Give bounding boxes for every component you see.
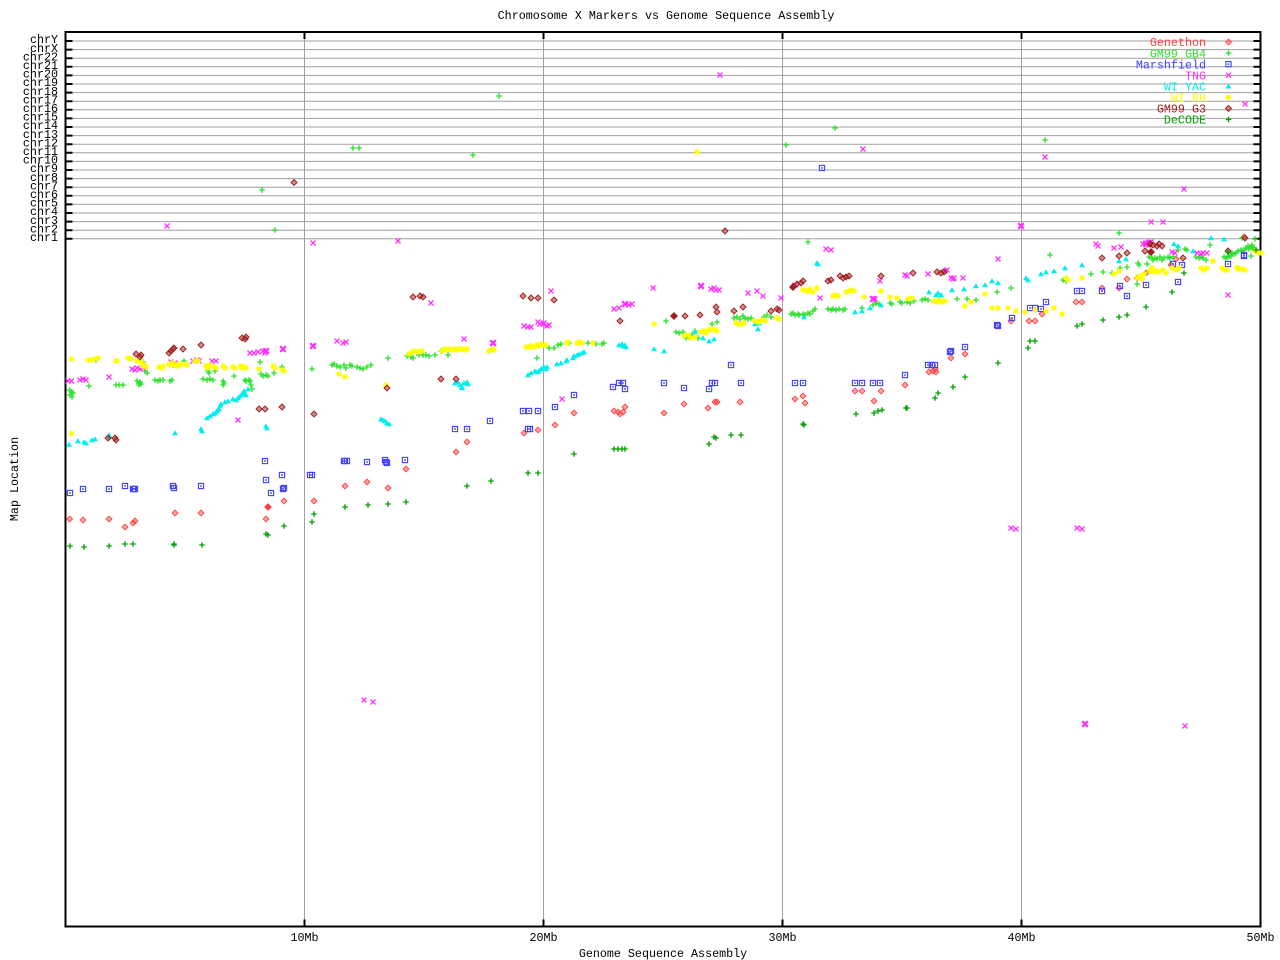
svg-text:Chromosome X Markers vs Genome: Chromosome X Markers vs Genome Sequence … [498,9,835,23]
svg-text:chr14: chr14 [23,119,58,133]
svg-text:WI YAC: WI YAC [1164,80,1206,94]
svg-text:GM99 GB4: GM99 GB4 [1150,47,1206,61]
svg-text:chr10: chr10 [23,154,58,168]
svg-text:chr2: chr2 [30,222,58,236]
svg-text:chr1: chr1 [30,231,58,245]
svg-text:chr3: chr3 [30,214,58,228]
svg-text:40Mb: 40Mb [1007,931,1035,945]
svg-text:chr13: chr13 [23,128,58,142]
svg-text:chr9: chr9 [30,162,58,176]
svg-text:30Mb: 30Mb [768,931,796,945]
svg-text:chr17: chr17 [23,93,58,107]
svg-text:chr4: chr4 [30,205,58,219]
svg-text:WI RH: WI RH [1171,92,1206,106]
svg-text:Genome Sequence Assembly: Genome Sequence Assembly [579,947,747,960]
svg-text:chr12: chr12 [23,136,58,150]
svg-text:chrX: chrX [30,42,58,56]
svg-text:chr15: chr15 [23,111,58,125]
svg-text:chr7: chr7 [30,179,58,193]
svg-text:10Mb: 10Mb [290,931,318,945]
svg-text:chr16: chr16 [23,102,58,116]
svg-text:chr6: chr6 [30,188,58,202]
svg-text:chr5: chr5 [30,197,58,211]
svg-text:chr21: chr21 [23,59,58,73]
svg-text:Map Location: Map Location [8,437,22,521]
svg-text:Marshfield: Marshfield [1136,58,1206,72]
svg-text:chr18: chr18 [23,85,58,99]
svg-text:chr22: chr22 [23,50,58,64]
svg-text:50Mb: 50Mb [1246,931,1274,945]
svg-text:chr8: chr8 [30,171,58,185]
svg-text:20Mb: 20Mb [529,931,557,945]
svg-text:chr19: chr19 [23,76,58,90]
svg-text:TNG: TNG [1185,69,1206,83]
svg-text:chr11: chr11 [23,145,58,159]
svg-text:chr20: chr20 [23,68,58,82]
svg-text:DeCODE: DeCODE [1164,114,1206,128]
svg-text:Genethon: Genethon [1150,36,1206,50]
svg-text:GM99 G3: GM99 G3 [1157,103,1206,117]
svg-text:chrY: chrY [30,33,58,47]
